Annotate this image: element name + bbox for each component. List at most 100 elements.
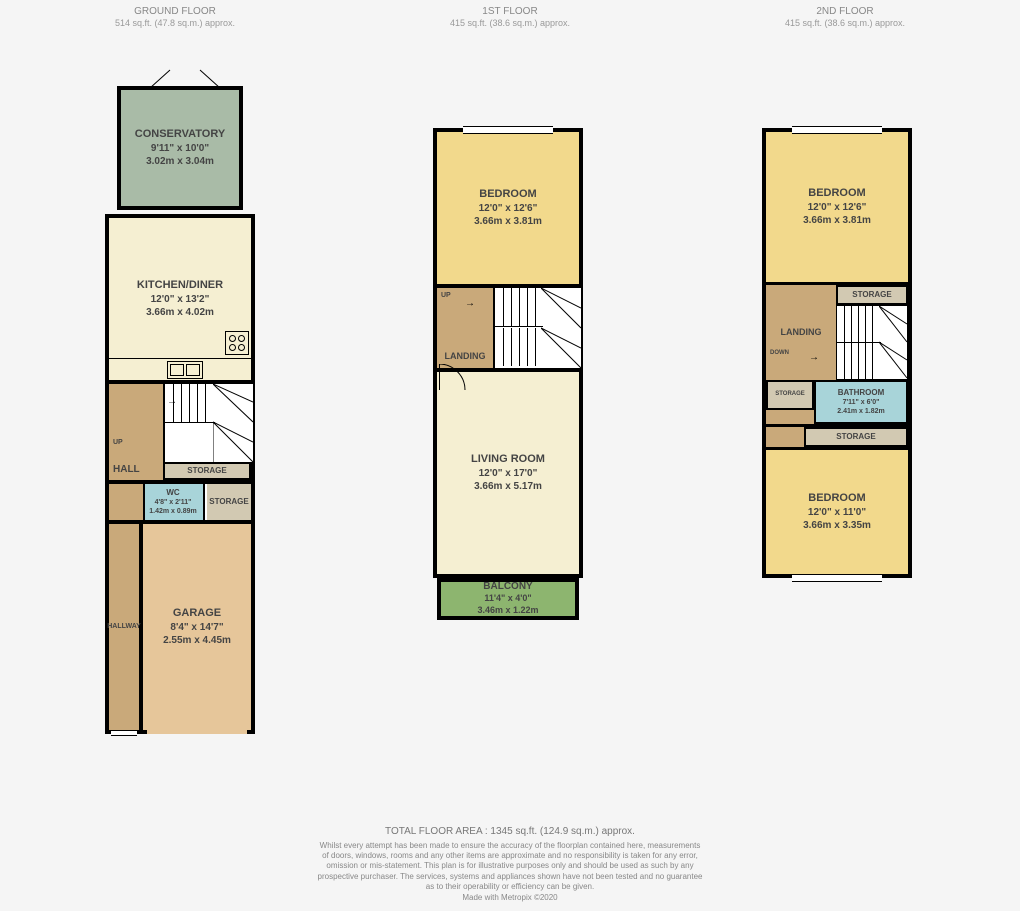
first-main-block: BEDROOM 12'0" x 12'6" 3.66m x 3.81m UP L…	[433, 128, 583, 578]
balcony-dim1: 11'4" x 4'0"	[484, 593, 531, 605]
room-hall: UP HALL	[109, 384, 163, 480]
disclaimer-line: of doors, windows, rooms and any other i…	[0, 851, 1020, 861]
stair-curve-icon	[541, 288, 581, 368]
first-floor-subtitle: 415 sq.ft. (38.6 sq.m.) approx.	[420, 18, 600, 28]
storage-2c-name: STORAGE	[836, 432, 875, 442]
disclaimer-line: Whilst every attempt has been made to en…	[0, 841, 1020, 851]
arrow-icon: →	[809, 352, 819, 363]
hallway-name: HALLWAY	[107, 623, 141, 631]
bedroom-2b-dim1: 12'0" x 11'0"	[808, 506, 866, 519]
room-storage-2: STORAGE	[207, 484, 251, 520]
balcony-dim2: 3.46m x 1.22m	[477, 605, 538, 617]
footer: TOTAL FLOOR AREA : 1345 sq.ft. (124.9 sq…	[0, 825, 1020, 903]
living-dim2: 3.66m x 5.17m	[474, 480, 542, 493]
bedroom-f1-name: BEDROOM	[479, 188, 536, 201]
living-dim1: 12'0" x 17'0"	[479, 467, 538, 480]
room-landing-f2: LANDING DOWN	[766, 285, 836, 380]
landing-ext	[766, 410, 814, 424]
down-label: DOWN	[770, 350, 789, 356]
bedroom-2a-dim2: 3.66m x 3.81m	[803, 214, 871, 227]
disclaimer-line: as to their operability or efficiency ca…	[0, 882, 1020, 892]
disclaimer-line: omission or mis-statement. This plan is …	[0, 861, 1020, 871]
second-floor-plan: BEDROOM 12'0" x 12'6" 3.66m x 3.81m STOR…	[762, 128, 912, 578]
ground-floor-plan: CONSERVATORY 9'11" x 10'0" 3.02m x 3.04m…	[105, 86, 255, 734]
room-balcony: BALCONY 11'4" x 4'0" 3.46m x 1.22m	[437, 578, 579, 620]
garage-dim2: 2.55m x 4.45m	[163, 634, 231, 647]
stairs-first: →	[493, 288, 581, 368]
second-floor-subtitle: 415 sq.ft. (38.6 sq.m.) approx.	[755, 18, 935, 28]
bedroom-2b-dim2: 3.66m x 3.35m	[803, 519, 871, 532]
disclaimer-line: Made with Metropix ©2020	[0, 893, 1020, 903]
stair-curve-icon	[879, 306, 909, 379]
garage-name: GARAGE	[173, 607, 221, 620]
first-floor-title: 1ST FLOOR	[435, 6, 585, 17]
living-name: LIVING ROOM	[471, 453, 545, 466]
room-bedroom-f1: BEDROOM 12'0" x 12'6" 3.66m x 3.81m	[437, 132, 579, 284]
room-storage-2c: STORAGE	[804, 427, 908, 447]
up-label-f1: UP	[441, 292, 451, 299]
garage-door	[147, 730, 247, 734]
storage2-name: STORAGE	[209, 497, 248, 507]
second-floor-title: 2ND FLOOR	[770, 6, 920, 17]
bedroom-2a-name: BEDROOM	[808, 187, 865, 200]
bedroom-2b-name: BEDROOM	[808, 492, 865, 505]
room-wc: WC 4'8" x 2'11" 1.42m x 0.89m	[143, 484, 205, 520]
total-area: TOTAL FLOOR AREA : 1345 sq.ft. (124.9 sq…	[0, 825, 1020, 838]
room-bedroom-2a: BEDROOM 12'0" x 12'6" 3.66m x 3.81m	[766, 132, 908, 282]
bedroom-2b-window	[792, 574, 882, 582]
landing-f1-name: LANDING	[445, 351, 486, 362]
wc-name: WC	[166, 488, 179, 498]
second-main-block: BEDROOM 12'0" x 12'6" 3.66m x 3.81m STOR…	[762, 128, 912, 578]
ground-floor-subtitle: 514 sq.ft. (47.8 sq.m.) approx.	[85, 18, 265, 28]
sink-icon	[167, 361, 203, 379]
ground-floor-title: GROUND FLOOR	[100, 6, 250, 17]
kitchen-counter	[109, 358, 251, 381]
storage-2b-name: STORAGE	[775, 391, 805, 398]
room-storage-1: STORAGE	[163, 462, 251, 480]
storage1-name: STORAGE	[187, 466, 226, 476]
arrow-icon: →	[465, 298, 475, 309]
bedroom-f1-dim2: 3.66m x 3.81m	[474, 215, 542, 228]
room-conservatory: CONSERVATORY 9'11" x 10'0" 3.02m x 3.04m	[117, 86, 243, 210]
bathroom-dim2: 2.41m x 1.82m	[837, 407, 884, 416]
hallway-door	[111, 730, 137, 736]
landing-f2-name: LANDING	[781, 327, 822, 338]
bathroom-name: BATHROOM	[838, 388, 885, 398]
stair-curve-icon	[213, 384, 253, 462]
hall-ext	[109, 484, 145, 520]
balcony-name: BALCONY	[483, 581, 532, 593]
hob-icon	[225, 331, 249, 355]
garage-dim1: 8'4" x 14'7"	[170, 621, 223, 634]
room-bathroom: BATHROOM 7'11" x 6'0" 2.41m x 1.82m	[814, 380, 908, 424]
room-hallway: HALLWAY	[109, 524, 143, 730]
conservatory-name: CONSERVATORY	[135, 128, 225, 141]
wc-dim1: 4'8" x 2'11"	[155, 498, 192, 507]
stairs-second: →	[836, 305, 908, 380]
room-garage: GARAGE 8'4" x 14'7" 2.55m x 4.45m	[143, 524, 251, 730]
bedroom-window	[463, 126, 553, 134]
room-living: LIVING ROOM 12'0" x 17'0" 3.66m x 5.17m	[437, 372, 579, 574]
storage-2a-name: STORAGE	[852, 290, 891, 300]
arrow-icon: →	[167, 396, 177, 407]
conservatory-door-icon	[145, 68, 225, 90]
conservatory-dim2: 3.02m x 3.04m	[146, 155, 214, 168]
bedroom-2a-dim1: 12'0" x 12'6"	[808, 201, 867, 214]
landing-ext2	[766, 427, 804, 447]
up-label: UP	[113, 439, 123, 446]
stairs-ground: →	[163, 384, 253, 462]
wc-dim2: 1.42m x 0.89m	[149, 507, 196, 516]
door-arc-icon	[439, 364, 469, 394]
bedroom-f1-dim1: 12'0" x 12'6"	[479, 202, 538, 215]
conservatory-dim1: 9'11" x 10'0"	[151, 142, 209, 155]
room-kitchen: KITCHEN/DINER 12'0" x 13'2" 3.66m x 4.02…	[109, 218, 251, 380]
room-storage-2a: STORAGE	[836, 285, 908, 305]
hall-name: HALL	[113, 464, 140, 476]
disclaimer-line: prospective purchaser. The services, sys…	[0, 872, 1020, 882]
room-storage-2b: STORAGE	[766, 380, 814, 410]
kitchen-dim1: 12'0" x 13'2"	[151, 293, 210, 306]
bedroom-2a-window	[792, 126, 882, 134]
first-floor-plan: BEDROOM 12'0" x 12'6" 3.66m x 3.81m UP L…	[433, 128, 583, 620]
kitchen-name: KITCHEN/DINER	[137, 279, 223, 292]
kitchen-dim2: 3.66m x 4.02m	[146, 306, 214, 319]
ground-main-block: KITCHEN/DINER 12'0" x 13'2" 3.66m x 4.02…	[105, 214, 255, 734]
